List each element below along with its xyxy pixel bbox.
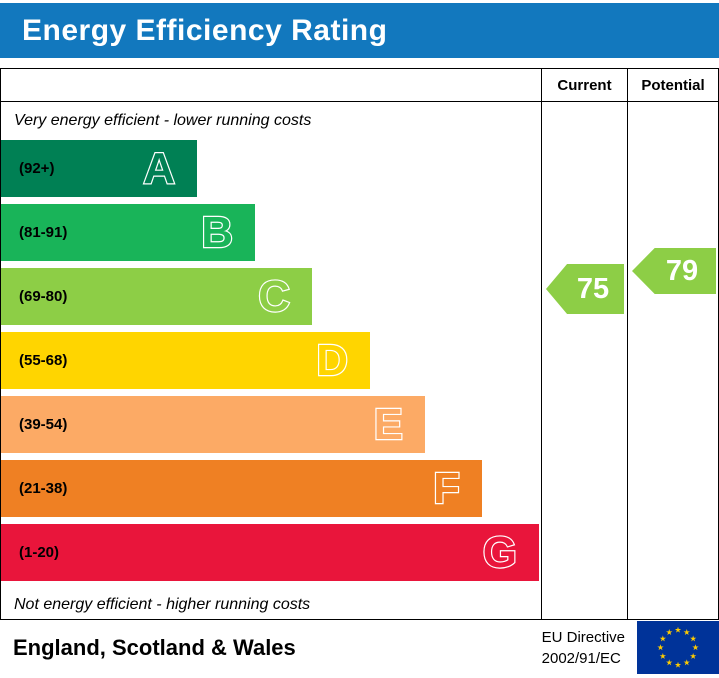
- main-column-header-spacer: [1, 69, 541, 102]
- band-row: (92+) A: [1, 140, 541, 197]
- eu-directive-line1: EU Directive: [541, 628, 625, 646]
- potential-rating-arrow: 79: [632, 248, 716, 294]
- band-row: (39-54) E: [1, 396, 541, 453]
- band-range: (1-20): [19, 544, 60, 561]
- band-f: (21-38) F: [1, 460, 482, 517]
- current-rating-arrow: 75: [546, 264, 624, 314]
- band-letter: G: [482, 527, 519, 577]
- band-a: (92+) A: [1, 140, 197, 197]
- current-column: 75: [541, 102, 627, 619]
- band-letter: C: [257, 271, 291, 321]
- band-row: (1-20) G: [1, 524, 541, 581]
- eu-directive-text: EU Directive 2002/91/EC: [542, 627, 625, 669]
- band-e: (39-54) E: [1, 396, 425, 453]
- band-range: (69-80): [19, 288, 68, 305]
- band-range: (92+): [19, 160, 55, 177]
- band-range: (55-68): [19, 352, 68, 369]
- current-rating-value: 75: [576, 272, 610, 305]
- chart-grid: Current Potential Very energy efficient …: [1, 69, 718, 619]
- band-letter: E: [372, 399, 404, 449]
- band-b: (81-91) B: [1, 204, 255, 261]
- band-letter: F: [432, 463, 461, 513]
- band-d: (55-68) D: [1, 332, 370, 389]
- bottom-note: Not energy efficient - higher running co…: [14, 596, 311, 613]
- band-letter: A: [142, 143, 176, 193]
- band-letter: D: [315, 335, 349, 385]
- band-range: (21-38): [19, 480, 68, 497]
- region-label: England, Scotland & Wales: [13, 634, 296, 660]
- band-row: (69-80) C: [1, 268, 541, 325]
- page-title: Energy Efficiency Rating: [22, 13, 388, 47]
- band-range: (39-54): [19, 416, 68, 433]
- eu-flag-icon: [637, 621, 719, 674]
- band-g: (1-20) G: [1, 524, 539, 581]
- eu-directive-line2: 2002/91/EC: [541, 649, 621, 667]
- band-c: (69-80) C: [1, 268, 312, 325]
- band-letter: B: [200, 207, 234, 257]
- rating-chart: Current Potential Very energy efficient …: [0, 68, 719, 620]
- potential-column-header: Potential: [627, 69, 718, 102]
- potential-column: 79: [627, 102, 718, 619]
- current-column-header: Current: [541, 69, 627, 102]
- band-row: (81-91) B: [1, 204, 541, 261]
- band-area: Very energy efficient - lower running co…: [1, 102, 541, 619]
- band-row: (55-68) D: [1, 332, 541, 389]
- band-range: (81-91): [19, 224, 68, 241]
- title-bar: Energy Efficiency Rating: [0, 3, 719, 58]
- potential-rating-value: 79: [665, 254, 699, 287]
- footer: England, Scotland & Wales EU Directive 2…: [0, 620, 719, 675]
- epc-energy-efficiency-chart: Energy Efficiency Rating Current Potenti…: [0, 3, 719, 678]
- top-note: Very energy efficient - lower running co…: [14, 112, 312, 129]
- band-row: (21-38) F: [1, 460, 541, 517]
